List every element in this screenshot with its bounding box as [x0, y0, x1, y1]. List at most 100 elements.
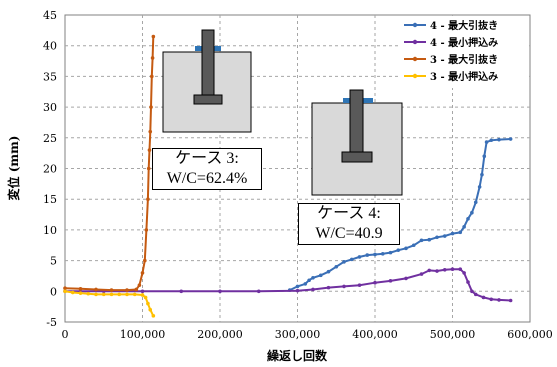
y-tick-label: 20 — [43, 163, 57, 176]
y-axis-title: 変位 (mm) — [6, 136, 21, 201]
data-point — [450, 267, 455, 271]
data-point — [94, 287, 98, 292]
data-point — [419, 272, 424, 276]
data-point — [357, 255, 362, 259]
data-point — [146, 197, 150, 201]
data-point — [508, 137, 513, 141]
data-point — [462, 225, 466, 229]
data-point — [151, 34, 156, 39]
data-point — [311, 287, 315, 292]
data-point — [373, 252, 377, 257]
data-point — [427, 268, 432, 273]
data-point — [140, 293, 145, 297]
data-point — [326, 269, 331, 274]
data-point — [140, 271, 145, 275]
data-point — [256, 289, 261, 294]
data-point — [435, 235, 439, 240]
data-point — [435, 269, 439, 273]
data-point — [109, 292, 114, 297]
y-tick-label: 5 — [50, 255, 57, 268]
axis-ticks: 0 100,000 200,000 300,000 400,000 500,000 600,… — [43, 9, 553, 341]
annotation-case4-line2: W/C=40.9 — [315, 225, 383, 242]
legend: 4 - 最大引抜き 4 - 最小押込み 3 - 最大引抜き 3 - 最小押込み — [398, 16, 529, 88]
data-point — [365, 253, 370, 257]
y-tick-label: 45 — [43, 9, 57, 22]
y-tick-label: 15 — [43, 193, 57, 206]
series-line — [64, 36, 155, 292]
y-tick-label: 10 — [43, 224, 57, 237]
x-tick-label: 500,000 — [430, 328, 476, 341]
data-point — [94, 292, 98, 297]
data-point — [480, 172, 484, 177]
data-point — [419, 238, 424, 243]
x-tick-label: 300,000 — [275, 328, 321, 341]
data-point — [489, 297, 494, 302]
specimen-diagram-case3 — [162, 29, 252, 133]
data-point — [146, 301, 150, 306]
series-4 — [63, 289, 156, 318]
data-point — [497, 137, 501, 142]
series-2 — [63, 267, 513, 303]
data-point — [311, 275, 315, 280]
data-point — [470, 289, 474, 294]
data-point — [150, 56, 155, 60]
data-point — [70, 290, 75, 295]
x-tick-label: 400,000 — [352, 328, 398, 341]
legend-marker — [412, 39, 418, 45]
data-point — [144, 228, 149, 232]
data-point — [470, 210, 474, 215]
y-tick-label: 25 — [43, 132, 57, 145]
y-tick-label: -5 — [46, 316, 57, 329]
data-point — [132, 292, 137, 297]
legend-marker — [412, 73, 418, 79]
legend-label: 3 - 最小押込み — [430, 70, 498, 83]
data-point — [482, 154, 487, 159]
series-1 — [287, 137, 513, 292]
y-tick-label: 30 — [43, 101, 57, 114]
data-point — [466, 217, 470, 221]
data-point — [143, 258, 147, 263]
data-point — [484, 140, 489, 144]
data-point — [404, 246, 408, 251]
data-point — [78, 287, 83, 291]
data-point — [477, 185, 482, 189]
data-point — [427, 237, 432, 242]
annotation-case3-line1: ケース 3: — [175, 150, 239, 167]
y-tick-label: 0 — [50, 285, 57, 298]
legend-label: 4 - 最小押込み — [430, 36, 498, 49]
data-point — [508, 298, 513, 303]
data-point — [148, 129, 153, 134]
data-point — [295, 284, 300, 289]
data-point — [137, 283, 142, 287]
legend-label: 4 - 最大引抜き — [430, 19, 498, 32]
data-point — [388, 250, 393, 255]
x-tick-label: 100,000 — [120, 328, 166, 341]
x-tick-label: 200,000 — [197, 328, 243, 341]
annotation-case4: ケース 4: W/C=40.9 — [298, 203, 400, 245]
data-point — [63, 289, 67, 294]
data-point — [149, 105, 153, 109]
data-point — [450, 231, 455, 236]
annotation-case4-line1: ケース 4: — [317, 205, 381, 222]
data-point — [109, 288, 114, 292]
series-3 — [63, 34, 156, 292]
data-point — [134, 287, 139, 292]
data-point — [101, 292, 106, 297]
data-point — [466, 280, 470, 284]
series-line — [65, 268, 511, 302]
data-point — [396, 248, 401, 252]
data-point — [442, 234, 447, 238]
data-point — [125, 292, 129, 297]
data-point — [86, 291, 91, 296]
data-point — [411, 243, 416, 248]
data-point — [404, 276, 408, 281]
data-point — [497, 298, 501, 302]
y-tick-label: 40 — [43, 40, 57, 53]
data-point — [373, 280, 377, 285]
x-axis-title: 繰返し回数 — [267, 348, 328, 363]
legend-marker — [412, 22, 418, 28]
data-point — [473, 200, 478, 205]
data-point — [442, 268, 447, 272]
data-point — [489, 138, 494, 143]
data-series — [63, 34, 513, 318]
